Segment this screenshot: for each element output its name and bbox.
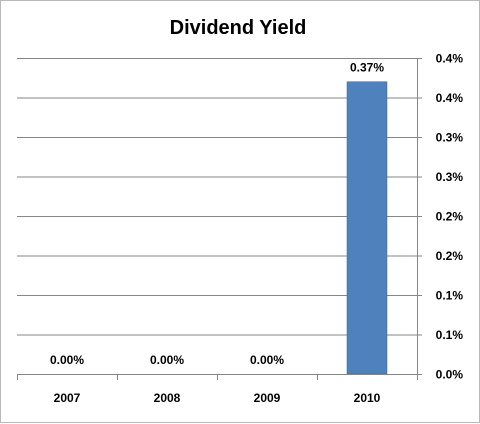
y-tick-label: 0.3% — [436, 170, 464, 184]
x-tick-label: 2010 — [354, 391, 381, 405]
bar-2010 — [346, 81, 388, 375]
x-tick-label: 2009 — [254, 391, 281, 405]
chart-title: Dividend Yield — [170, 17, 307, 39]
data-label: 0.00% — [250, 353, 284, 367]
axes — [17, 58, 422, 380]
y-tick-label: 0.0% — [436, 368, 464, 382]
y-tick-label: 0.2% — [436, 249, 464, 263]
y-tick-label: 0.2% — [436, 210, 464, 224]
x-tick-label: 2007 — [54, 391, 81, 405]
y-tick-label: 0.4% — [436, 52, 464, 66]
y-tick-label: 0.3% — [436, 131, 464, 145]
data-label: 0.00% — [150, 353, 184, 367]
y-axis-tick-labels: 0.0% 0.1% 0.1% 0.2% 0.2% 0.3% 0.3% 0.4% 0.4% — [436, 52, 464, 382]
data-labels: 0.00% 0.00% 0.00% 0.37% — [50, 61, 384, 367]
data-label: 0.37% — [350, 61, 384, 75]
gridlines — [17, 58, 417, 336]
y-tick-label: 0.4% — [436, 91, 464, 105]
y-tick-label: 0.1% — [436, 289, 464, 303]
y-tick-label: 0.1% — [436, 328, 464, 342]
bars — [346, 81, 388, 375]
x-tick-label: 2008 — [154, 391, 181, 405]
data-label: 0.00% — [50, 353, 84, 367]
x-axis-tick-labels: 2007 2008 2009 2010 — [54, 391, 381, 405]
